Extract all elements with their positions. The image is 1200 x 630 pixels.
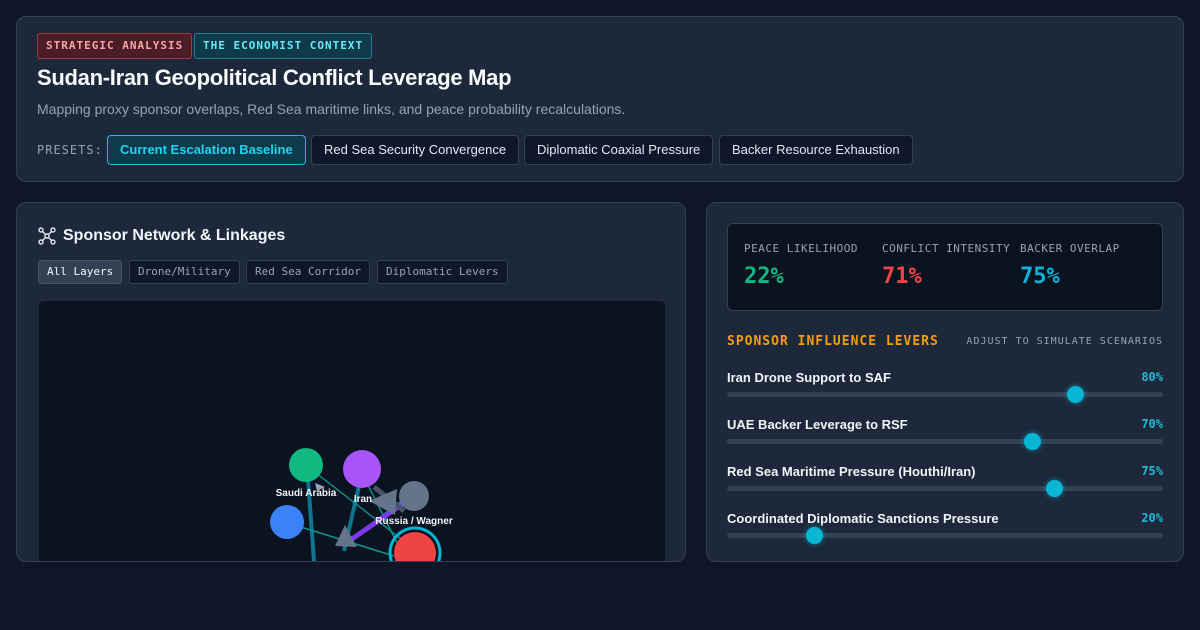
slider-track[interactable] <box>727 486 1163 491</box>
influence-levers-panel: PEACE LIKELIHOOD 22% CONFLICT INTENSITY … <box>706 202 1184 562</box>
network-graph-canvas[interactable]: Saudi Arabia Iran Russia / Wagner <box>38 300 666 562</box>
lever-value: 80% <box>1141 370 1163 384</box>
sponsor-network-panel: Sponsor Network & Linkages All Layers Dr… <box>16 202 686 562</box>
slider-track[interactable] <box>727 439 1163 444</box>
slider-thumb[interactable] <box>805 527 823 544</box>
lever-iran-drone-support: Iran Drone Support to SAF 80% <box>727 370 1163 406</box>
lever-red-sea-maritime-pressure: Red Sea Maritime Pressure (Houthi/Iran) … <box>727 464 1163 500</box>
network-arrowhead <box>335 525 357 547</box>
lever-name: Iran Drone Support to SAF <box>727 370 891 385</box>
network-arrowhead <box>315 483 325 491</box>
lever-value: 20% <box>1141 511 1163 525</box>
metric-peace-likelihood: PEACE LIKELIHOOD 22% <box>744 242 858 289</box>
slider-track[interactable] <box>727 533 1163 538</box>
node-highlight-ring <box>388 526 442 561</box>
page-title: Sudan-Iran Geopolitical Conflict Leverag… <box>37 65 512 90</box>
levers-hint: ADJUST TO SIMULATE SCENARIOS <box>966 336 1163 347</box>
network-panel-title: Sponsor Network & Linkages <box>63 227 286 244</box>
node-label-russia-wagner: Russia / Wagner <box>375 516 453 527</box>
page-subtitle: Mapping proxy sponsor overlaps, Red Sea … <box>37 101 626 117</box>
network-arrowhead <box>369 489 397 515</box>
preset-backer-resource-exhaustion[interactable]: Backer Resource Exhaustion <box>719 135 913 165</box>
node-unlabeled-red[interactable] <box>394 532 436 562</box>
metrics-summary: PEACE LIKELIHOOD 22% CONFLICT INTENSITY … <box>727 223 1163 311</box>
presets-label: PRESETS: <box>37 143 103 157</box>
slider-track[interactable] <box>727 392 1163 397</box>
metric-label: BACKER OVERLAP <box>1020 242 1120 255</box>
metric-backer-overlap: BACKER OVERLAP 75% <box>1020 242 1120 289</box>
lever-value: 70% <box>1141 417 1163 431</box>
header-card: STRATEGIC ANALYSIS THE ECONOMIST CONTEXT… <box>16 16 1184 182</box>
lever-name: Red Sea Maritime Pressure (Houthi/Iran) <box>727 464 976 479</box>
levers-title: SPONSOR INFLUENCE LEVERS <box>727 334 939 349</box>
metric-label: CONFLICT INTENSITY <box>882 242 1011 255</box>
lever-uae-backer-leverage: UAE Backer Leverage to RSF 70% <box>727 417 1163 453</box>
layer-drone-military[interactable]: Drone/Military <box>129 260 240 284</box>
node-label-iran: Iran <box>354 494 372 505</box>
slider-thumb[interactable] <box>1045 480 1063 497</box>
network-graph: Saudi Arabia Iran Russia / Wagner <box>270 448 453 562</box>
lever-value: 75% <box>1141 464 1163 478</box>
metric-value: 75% <box>1020 264 1060 289</box>
node-russia-wagner[interactable] <box>399 481 429 511</box>
node-unlabeled-blue[interactable] <box>270 505 304 539</box>
slider-thumb[interactable] <box>1067 386 1085 403</box>
layer-all-layers[interactable]: All Layers <box>38 260 123 284</box>
layer-diplomatic-levers[interactable]: Diplomatic Levers <box>377 260 508 284</box>
preset-red-sea-security-convergence[interactable]: Red Sea Security Convergence <box>311 135 520 165</box>
preset-current-escalation-baseline[interactable]: Current Escalation Baseline <box>107 135 306 165</box>
metric-conflict-intensity: CONFLICT INTENSITY 71% <box>882 242 1010 289</box>
metric-value: 22% <box>744 264 784 289</box>
metric-label: PEACE LIKELIHOOD <box>744 242 858 255</box>
node-saudi-arabia[interactable] <box>289 448 323 482</box>
economist-context-badge: THE ECONOMIST CONTEXT <box>194 33 373 59</box>
metric-value: 71% <box>882 264 922 289</box>
lever-name: UAE Backer Leverage to RSF <box>727 417 908 432</box>
node-label-saudi-arabia: Saudi Arabia <box>276 488 337 499</box>
lever-name: Coordinated Diplomatic Sanctions Pressur… <box>727 511 999 526</box>
preset-diplomatic-coaxial-pressure[interactable]: Diplomatic Coaxial Pressure <box>524 135 714 165</box>
layer-red-sea-corridor[interactable]: Red Sea Corridor <box>246 260 370 284</box>
network-icon <box>38 227 56 245</box>
strategic-analysis-badge: STRATEGIC ANALYSIS <box>37 33 193 59</box>
lever-coordinated-diplomatic-sanctions: Coordinated Diplomatic Sanctions Pressur… <box>727 511 1163 547</box>
slider-thumb[interactable] <box>1023 433 1041 450</box>
node-iran[interactable] <box>343 450 381 488</box>
